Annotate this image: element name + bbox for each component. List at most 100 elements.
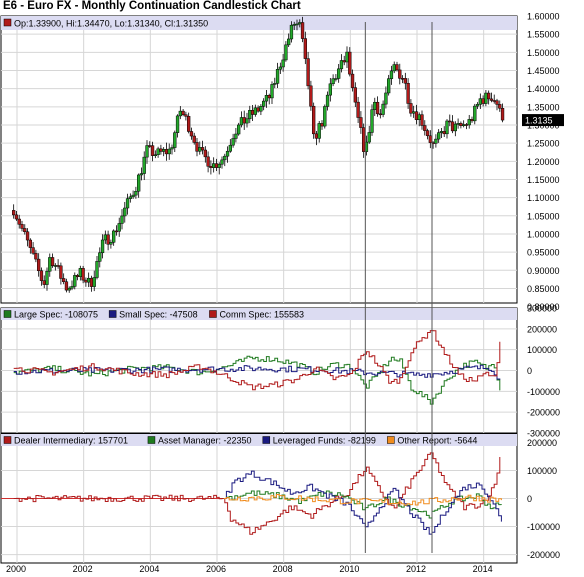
y-tick-label: 0 [527,494,532,504]
candle [162,149,166,152]
candle [73,275,77,287]
legend-entry: Large Spec: -108075 [14,310,98,320]
candle [42,280,46,285]
candle [445,120,449,135]
candle [45,270,49,285]
y-tick-label: 0.85000 [527,284,560,294]
x-tick-label: 2000 [6,564,26,574]
candle [317,123,321,139]
candle [403,78,407,84]
series-line-other-report [223,494,502,506]
candle [198,147,202,152]
candle [375,101,380,115]
candle [484,92,488,104]
candle [62,278,66,282]
candle [203,149,207,158]
y-tick-label: 1.00000 [527,229,560,239]
candle [306,58,310,87]
y-tick-label: 1.20000 [527,157,560,167]
candle [417,114,421,120]
candle [17,218,21,225]
candle [100,239,105,254]
candle [95,261,99,278]
candle [239,117,244,126]
y-tick-label: 0 [527,366,532,376]
candle [437,132,441,140]
candle [356,101,360,118]
y-tick-label: -300000 [527,429,560,439]
legend-swatch [147,436,156,444]
candle [67,287,71,291]
candle [481,98,485,104]
y-tick-label: 0.80000 [527,302,560,312]
candle [170,147,174,150]
candle [112,230,116,243]
candle [456,123,460,125]
y-tick-label: 1.25000 [527,139,560,149]
y-tick-label: 1.55000 [527,30,560,40]
candle [320,123,324,127]
candle [448,120,452,123]
candle [442,131,446,135]
y-tick-label: 1.40000 [527,84,560,94]
legend-entry: Other Report: -5644 [397,436,477,446]
candle [473,105,477,122]
candle [20,224,24,229]
candle [200,147,205,151]
panel-3: 200000 100000 0 -100000 -200000 Dealer Interm… [0,433,560,564]
candle [248,110,252,120]
candle [470,119,474,122]
candle [167,148,171,155]
y-tick-label: 1.45000 [527,66,560,76]
candle [214,163,219,168]
candle [156,148,160,155]
candle [92,277,96,287]
candle [64,281,69,291]
candle [453,123,457,132]
candle [39,270,44,281]
candle [237,124,241,135]
candle [125,198,130,209]
x-tick-label: 2006 [206,564,226,574]
candle [337,68,341,79]
candle [128,196,132,199]
candle [500,107,505,121]
candle [181,110,185,115]
candle [389,70,394,79]
panel-border [0,15,518,304]
candle [114,230,119,233]
x-tick-label: 2012 [406,564,426,574]
candle [206,156,210,167]
candle [459,123,463,126]
candle [275,69,280,84]
candle [53,265,57,267]
legend-bar [1,308,517,320]
candle [50,257,55,266]
y-tick-label: -100000 [527,522,560,532]
legend-entry: Leveraged Funds: -82199 [273,436,376,446]
legend-swatch [209,310,217,318]
candle [245,118,249,124]
candle [414,111,419,120]
candle [234,133,238,139]
candle [142,156,146,174]
legend-entry: Comm Spec: 155583 [219,310,304,320]
candle [362,127,366,152]
candle [81,268,85,281]
candle [12,210,16,216]
candle [184,114,188,117]
candle [342,60,346,63]
legend-swatch [3,436,12,444]
candle [78,268,82,278]
candle [106,234,110,245]
candle [328,83,332,96]
candle [409,103,413,114]
y-tick-label: 100000 [527,345,557,355]
candle [348,51,352,75]
candle [228,144,232,152]
candle [117,223,121,232]
candle [34,253,38,260]
candle [353,87,357,103]
candle [378,113,382,116]
